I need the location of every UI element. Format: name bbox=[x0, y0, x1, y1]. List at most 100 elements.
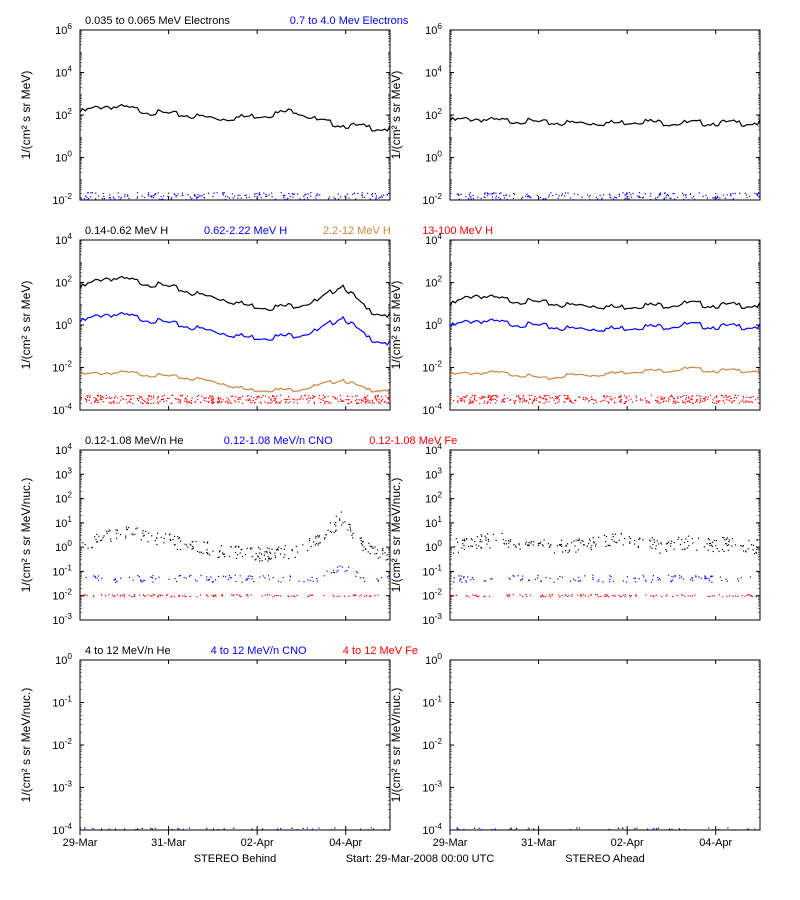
panel-1-1: 10-410-21001021041/(cm² s sr MeV) bbox=[389, 232, 760, 417]
ytick-label: 10-4 bbox=[52, 402, 72, 417]
xtick-label: 31-Mar bbox=[521, 837, 556, 849]
ytick-label: 100 bbox=[425, 539, 442, 554]
xtick-label: 02-Apr bbox=[241, 837, 274, 849]
ytick-label: 106 bbox=[55, 22, 72, 37]
series-title: 0.12-1.08 MeV/n He bbox=[85, 435, 183, 447]
ytick-label: 100 bbox=[425, 150, 442, 165]
ytick-label: 10-3 bbox=[52, 612, 72, 627]
series bbox=[449, 594, 760, 598]
series-title: 2.2-12 MeV H bbox=[323, 225, 391, 237]
ytick-label: 104 bbox=[55, 442, 72, 457]
xtick-label: 29-Mar bbox=[433, 837, 468, 849]
ytick-label: 104 bbox=[425, 65, 442, 80]
ytick-label: 100 bbox=[55, 317, 72, 332]
panel-0-1: 10-2 100 102 104 106 1/(cm² s sr MeV) bbox=[389, 22, 760, 207]
ytick-label: 106 bbox=[425, 22, 442, 37]
series-title: 4 to 12 MeV Fe bbox=[343, 645, 418, 657]
footer-center: Start: 29-Mar-2008 00:00 UTC bbox=[346, 853, 495, 865]
ytick-label: 10-2 bbox=[422, 588, 442, 603]
ytick-label: 10-1 bbox=[52, 695, 72, 710]
series bbox=[82, 511, 388, 561]
ytick-label: 100 bbox=[55, 150, 72, 165]
panel-0-0: 10-21001021041061/(cm² s sr MeV) bbox=[19, 22, 390, 207]
ytick-label: 100 bbox=[425, 652, 442, 667]
ytick-label: 10-3 bbox=[52, 780, 72, 795]
ytick-label: 10-2 bbox=[422, 192, 442, 207]
panel-3-1: 10-4 10-3 10-2 10-1 100 29-Mar 31-Mar 02-Apr 04-… bbox=[389, 652, 760, 849]
ytick-label: 101 bbox=[55, 515, 72, 530]
ytick-label: 103 bbox=[425, 466, 442, 481]
series bbox=[80, 313, 390, 345]
ytick-label: 10-2 bbox=[422, 360, 442, 375]
panel-2-1: 10-310-210-11001011021031041/(cm² s sr M… bbox=[389, 442, 760, 627]
series bbox=[450, 319, 760, 331]
ytick-label: 103 bbox=[55, 466, 72, 481]
series bbox=[80, 276, 390, 317]
y-axis-label: 1/(cm² s sr MeV) bbox=[389, 71, 403, 160]
y-axis-label: 1/(cm² s sr MeV) bbox=[19, 71, 33, 160]
series bbox=[450, 117, 760, 126]
y-axis-label: 1/(cm² s sr MeV) bbox=[19, 281, 33, 370]
series bbox=[79, 395, 390, 405]
ytick-label: 10-4 bbox=[422, 822, 442, 837]
ytick-label: 10-2 bbox=[422, 737, 442, 752]
xtick-label: 04-Apr bbox=[329, 837, 362, 849]
xtick-label: 04-Apr bbox=[699, 837, 732, 849]
y-axis-label: 1/(cm² s sr MeV) bbox=[389, 281, 403, 370]
ytick-label: 10-2 bbox=[52, 588, 72, 603]
y-axis-label: 1/(cm² s sr MeV/nuc.) bbox=[389, 478, 403, 593]
series-title: 0.035 to 0.065 MeV Electrons bbox=[85, 15, 230, 27]
ytick-label: 102 bbox=[425, 107, 442, 122]
series bbox=[450, 367, 760, 380]
series bbox=[80, 371, 390, 392]
ytick-label: 10-3 bbox=[422, 612, 442, 627]
footer-left: STEREO Behind bbox=[194, 853, 277, 865]
ytick-label: 10-2 bbox=[52, 737, 72, 752]
series bbox=[81, 192, 390, 201]
ytick-label: 102 bbox=[55, 107, 72, 122]
y-axis-label: 1/(cm² s sr MeV/nuc.) bbox=[19, 478, 33, 593]
ytick-label: 102 bbox=[55, 491, 72, 506]
series-title: 0.62-2.22 MeV H bbox=[204, 225, 287, 237]
series bbox=[453, 574, 751, 582]
series-title: 4 to 12 MeV/n CNO bbox=[211, 645, 307, 657]
ytick-label: 10-4 bbox=[422, 402, 442, 417]
series bbox=[450, 395, 761, 405]
xtick-label: 31-Mar bbox=[151, 837, 186, 849]
ytick-label: 104 bbox=[55, 232, 72, 247]
ytick-label: 10-3 bbox=[422, 780, 442, 795]
ytick-label: 10-2 bbox=[52, 360, 72, 375]
series-title: 0.7 to 4.0 Mev Electrons bbox=[290, 15, 409, 27]
footer-right: STEREO Ahead bbox=[565, 853, 645, 865]
ytick-label: 102 bbox=[55, 275, 72, 290]
ytick-label: 102 bbox=[425, 491, 442, 506]
y-axis-label: 1/(cm² s sr MeV/nuc.) bbox=[389, 688, 403, 803]
ytick-label: 10-1 bbox=[422, 695, 442, 710]
series-title: 4 to 12 MeV/n He bbox=[85, 645, 171, 657]
ytick-label: 100 bbox=[55, 539, 72, 554]
xtick-label: 29-Mar bbox=[63, 837, 98, 849]
ytick-label: 10-1 bbox=[422, 563, 442, 578]
series bbox=[86, 565, 391, 582]
ytick-label: 104 bbox=[55, 65, 72, 80]
ytick-label: 10-4 bbox=[52, 822, 72, 837]
y-axis-label: 1/(cm² s sr MeV/nuc.) bbox=[19, 688, 33, 803]
series-title: 0.14-0.62 MeV H bbox=[85, 225, 168, 237]
ytick-label: 100 bbox=[55, 652, 72, 667]
series bbox=[457, 192, 760, 201]
panel-1-0: 10-4 10-2 100 102 104 1/(cm² s sr MeV) bbox=[19, 232, 390, 417]
ytick-label: 102 bbox=[425, 275, 442, 290]
series bbox=[453, 533, 758, 555]
panel-2-0: 10-3 10-2 10-1 100 101 102 103 104 1/(cm² s sr M… bbox=[19, 442, 390, 627]
ytick-label: 101 bbox=[425, 515, 442, 530]
panel-3-0: 10-4 10-3 10-2 10-1 100 29-Mar 31-Mar 02-Apr 04-… bbox=[19, 652, 390, 849]
series-title: 13-100 MeV H bbox=[422, 225, 493, 237]
ytick-label: 100 bbox=[425, 317, 442, 332]
series bbox=[80, 105, 390, 131]
series-title: 0.12-1.08 MeV/n CNO bbox=[224, 435, 333, 447]
ytick-label: 10-1 bbox=[52, 563, 72, 578]
series bbox=[83, 594, 390, 598]
xtick-label: 02-Apr bbox=[611, 837, 644, 849]
series-title: 0.12-1.08 MeV Fe bbox=[369, 435, 457, 447]
multi-panel-chart: 10-21001021041061/(cm² s sr MeV)10-21001… bbox=[0, 0, 800, 900]
